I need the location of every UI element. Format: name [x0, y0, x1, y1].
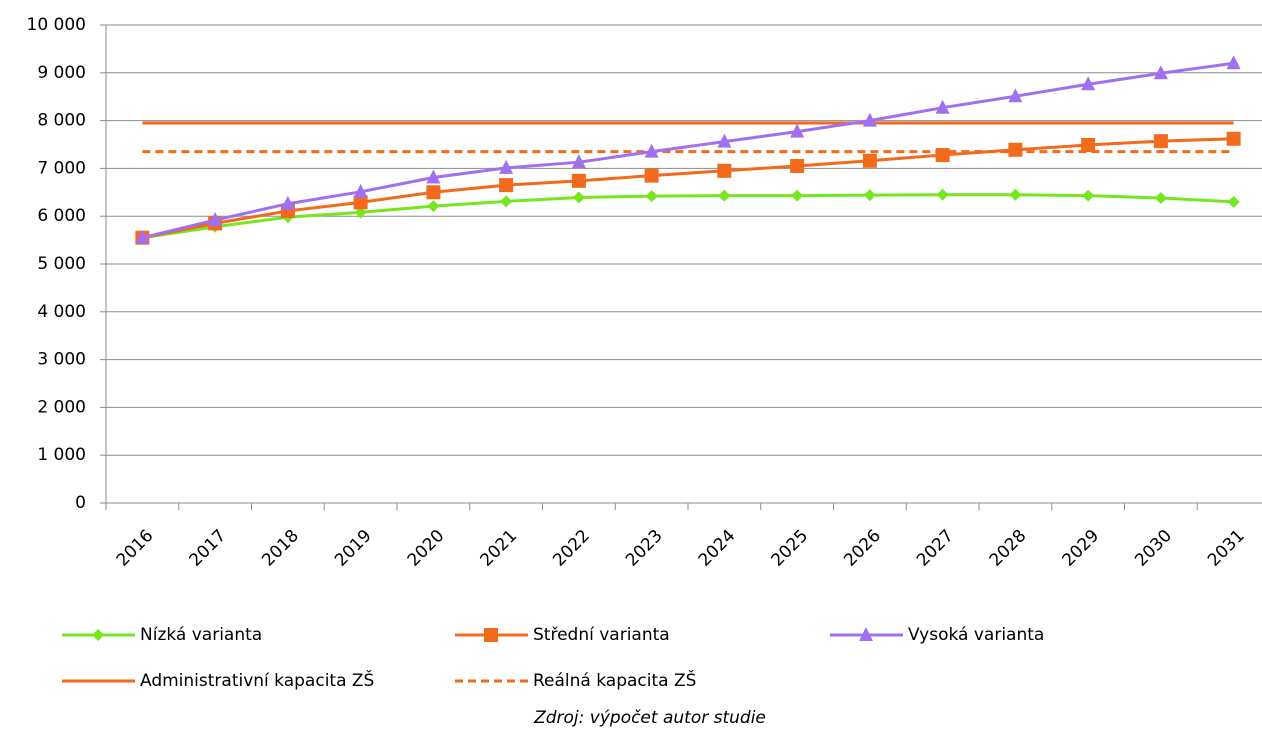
marker [859, 627, 873, 641]
x-tick-label: 2025 [767, 526, 812, 571]
y-tick-label: 8 000 [37, 111, 86, 131]
marker [718, 189, 731, 202]
marker [354, 206, 367, 219]
marker [1227, 195, 1240, 208]
marker [353, 183, 368, 198]
y-tick-label: 10 000 [27, 15, 86, 35]
marker [936, 188, 949, 201]
marker [1082, 189, 1095, 202]
x-tick-label: 2023 [622, 526, 667, 571]
marker [717, 133, 732, 148]
marker [1081, 76, 1096, 91]
marker [862, 112, 877, 127]
y-tick-label: 3 000 [37, 350, 86, 370]
x-tick-label: 2030 [1131, 526, 1176, 571]
y-tick-label: 5 000 [37, 254, 86, 274]
x-tick-label: 2024 [695, 526, 740, 571]
marker [484, 628, 498, 642]
marker [353, 195, 368, 210]
marker [208, 212, 223, 227]
marker [717, 163, 732, 178]
y-tick-label: 7 000 [37, 158, 86, 178]
marker [935, 99, 950, 114]
x-tick-label: 2031 [1204, 526, 1249, 571]
legend-label: Administrativní kapacita ZŠ [140, 669, 374, 691]
marker [1081, 137, 1096, 152]
x-tick-label: 2021 [476, 526, 521, 571]
series-line [142, 61, 1234, 240]
marker [426, 169, 441, 184]
legend-label: Reálná kapacita ZŠ [533, 669, 696, 691]
marker [791, 189, 804, 202]
series-line [142, 193, 1234, 240]
legend-label: Nízká varianta [140, 625, 262, 645]
marker [499, 159, 514, 174]
marker [572, 191, 585, 204]
x-tick-label: 2027 [913, 526, 958, 571]
x-tick-label: 2019 [331, 526, 376, 571]
marker [644, 168, 659, 183]
marker [644, 143, 659, 158]
legend-label: Vysoká varianta [908, 625, 1044, 645]
marker [1009, 188, 1022, 201]
x-tick-label: 2017 [185, 526, 230, 571]
marker [1226, 131, 1241, 146]
y-tick-label: 6 000 [37, 206, 86, 226]
marker [790, 159, 805, 174]
y-tick-label: 1 000 [37, 445, 86, 465]
y-tick-label: 9 000 [37, 63, 86, 83]
marker [1153, 134, 1168, 149]
marker [935, 148, 950, 163]
x-tick-label: 2029 [1058, 526, 1103, 571]
marker [92, 629, 104, 641]
marker [426, 185, 441, 200]
marker [863, 189, 876, 202]
x-tick-label: 2016 [113, 526, 158, 571]
y-tick-label: 0 [75, 493, 86, 513]
marker [1008, 142, 1023, 157]
legend-label: Střední varianta [533, 625, 670, 645]
marker [1153, 65, 1168, 80]
marker [280, 195, 295, 210]
x-tick-label: 2026 [840, 526, 885, 571]
source-note: Zdroj: výpočet autor studie [533, 708, 766, 728]
series-line [142, 137, 1234, 240]
marker [1226, 55, 1241, 70]
y-tick-label: 4 000 [37, 302, 86, 322]
marker [1154, 192, 1167, 205]
y-tick-label: 2 000 [37, 397, 86, 417]
marker [571, 173, 586, 188]
marker [499, 178, 514, 193]
marker [862, 153, 877, 168]
x-tick-label: 2018 [258, 526, 303, 571]
x-tick-label: 2022 [549, 526, 594, 571]
marker [645, 190, 658, 203]
marker [790, 123, 805, 138]
marker [500, 195, 513, 208]
marker [1008, 88, 1023, 103]
marker [427, 200, 440, 213]
x-tick-label: 2020 [404, 526, 449, 571]
x-tick-label: 2028 [986, 526, 1031, 571]
marker [135, 229, 150, 244]
marker [571, 154, 586, 169]
